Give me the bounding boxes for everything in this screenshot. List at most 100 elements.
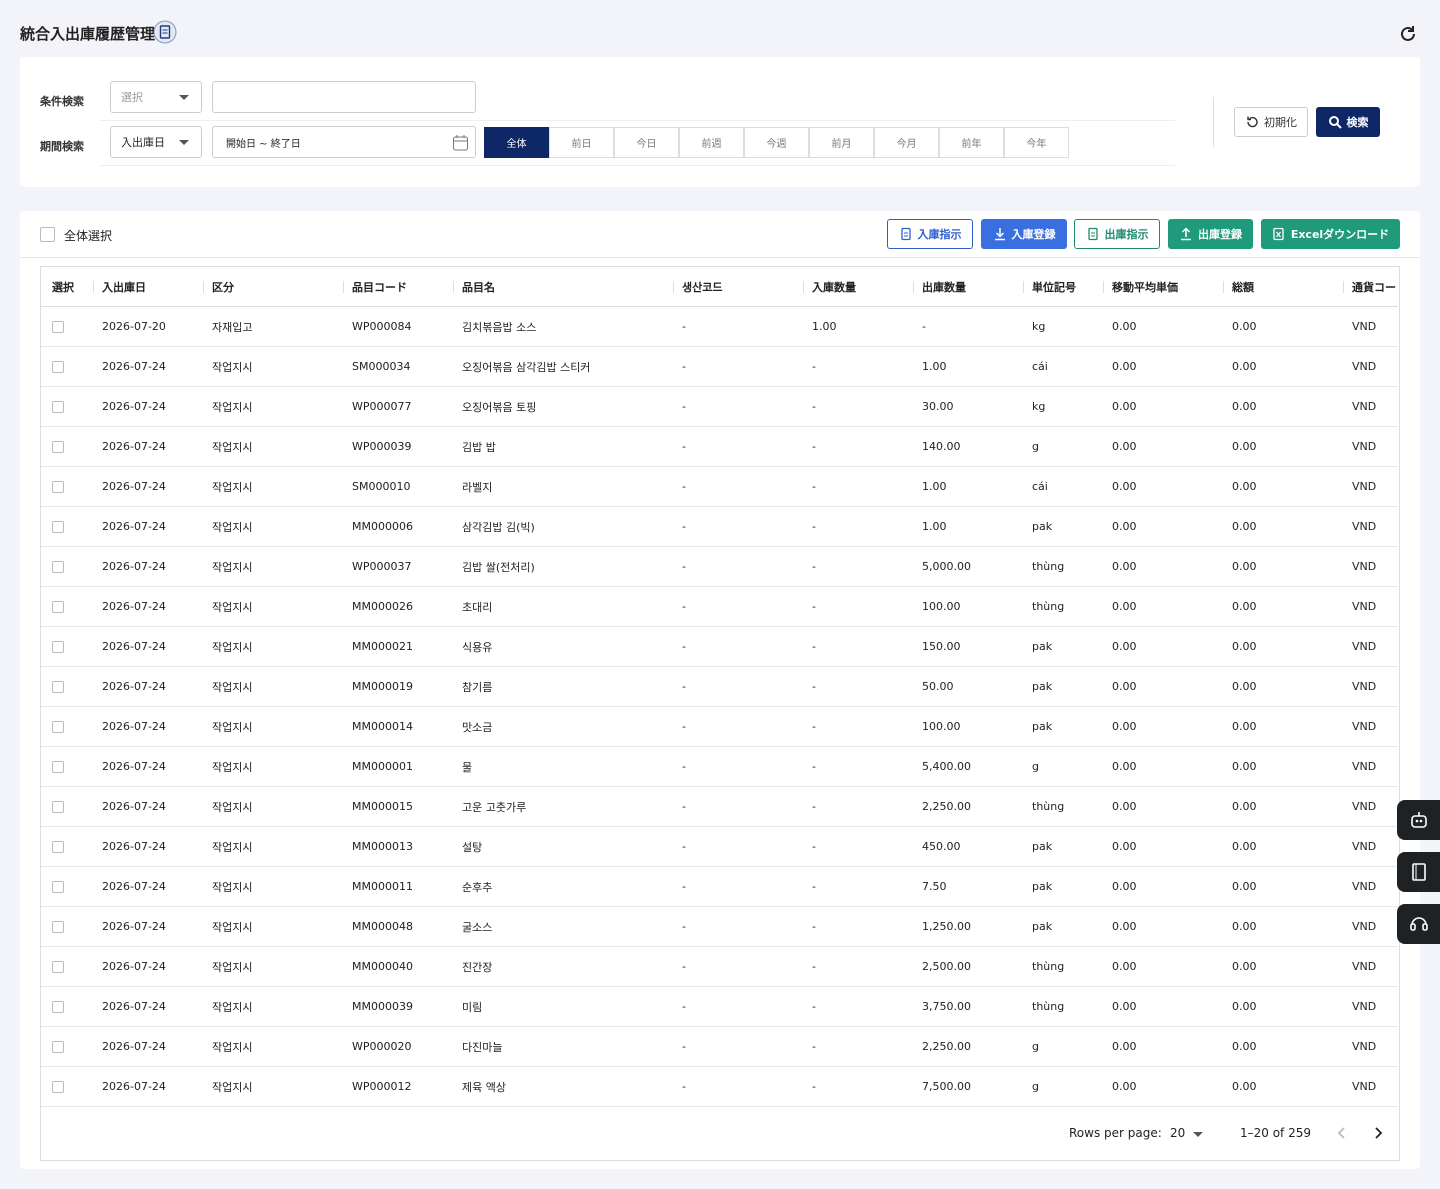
- period-tab[interactable]: 今週: [744, 127, 809, 158]
- refresh-icon[interactable]: [1398, 24, 1418, 44]
- table-cell: 작업지시: [212, 680, 253, 694]
- row-checkbox-cell: [52, 827, 92, 866]
- row-checkbox[interactable]: [52, 1080, 64, 1093]
- table-cell: -: [682, 840, 686, 853]
- period-tab[interactable]: 前日: [549, 127, 614, 158]
- table-cell: SM000010: [352, 480, 411, 493]
- table-cell: MM000026: [352, 600, 413, 613]
- divider: [100, 120, 1175, 121]
- table-cell: cái: [1032, 360, 1048, 373]
- toolbar-button[interactable]: 出庫指示: [1074, 219, 1160, 249]
- support-button[interactable]: [1397, 904, 1440, 944]
- table-cell: 0.00: [1112, 800, 1137, 813]
- table-cell: g: [1032, 440, 1039, 453]
- table-cell: 2026-07-24: [102, 640, 166, 653]
- rows-per-page-label: Rows per page:: [1069, 1126, 1162, 1140]
- table-cell: 150.00: [922, 640, 961, 653]
- column-separator: [343, 281, 344, 293]
- toolbar-button[interactable]: 入庫指示: [887, 219, 973, 249]
- toolbar-button[interactable]: 出庫登録: [1168, 219, 1253, 249]
- select-all-checkbox[interactable]: [40, 227, 55, 242]
- row-checkbox[interactable]: [52, 920, 64, 933]
- reset-icon: [1247, 116, 1258, 128]
- table-cell: thùng: [1032, 800, 1065, 813]
- row-checkbox[interactable]: [52, 480, 64, 493]
- table-cell: MM000048: [352, 920, 413, 933]
- row-checkbox[interactable]: [52, 400, 64, 413]
- table-cell: 0.00: [1232, 920, 1257, 933]
- table-cell: 0.00: [1232, 760, 1257, 773]
- page-title: 統合入出庫履歴管理: [20, 25, 156, 43]
- table-cell: 1.00: [922, 520, 947, 533]
- period-tab[interactable]: 前年: [939, 127, 1004, 158]
- table-cell: 0.00: [1112, 1000, 1137, 1013]
- condition-input[interactable]: [212, 81, 476, 113]
- toolbar-button[interactable]: 入庫登録: [981, 219, 1067, 249]
- row-checkbox-cell: [52, 987, 92, 1026]
- table-cell: 450.00: [922, 840, 961, 853]
- rows-per-page[interactable]: 20: [1170, 1126, 1186, 1140]
- table-cell: MM000039: [352, 1000, 413, 1013]
- row-checkbox[interactable]: [52, 640, 64, 653]
- row-checkbox[interactable]: [52, 880, 64, 893]
- row-checkbox[interactable]: [52, 520, 64, 533]
- table-cell: VND: [1352, 760, 1377, 773]
- filter-panel: [20, 57, 1420, 187]
- date-range[interactable]: 開始日 ~ 終了日: [212, 126, 476, 158]
- prev-page[interactable]: [1335, 1126, 1349, 1140]
- table-cell: 0.00: [1232, 440, 1257, 453]
- period-tab[interactable]: 今日: [614, 127, 679, 158]
- table-cell: 0.00: [1232, 720, 1257, 733]
- period-tab[interactable]: 前月: [809, 127, 874, 158]
- row-checkbox[interactable]: [52, 560, 64, 573]
- period-select[interactable]: 入出庫日: [110, 126, 202, 158]
- table-cell: VND: [1352, 320, 1377, 333]
- condition-select[interactable]: 選択: [110, 81, 202, 113]
- row-checkbox[interactable]: [52, 960, 64, 973]
- row-checkbox-cell: [52, 907, 92, 946]
- chatbot-button[interactable]: [1397, 800, 1440, 840]
- next-page[interactable]: [1371, 1126, 1385, 1140]
- period-tab[interactable]: 前週: [679, 127, 744, 158]
- table-cell: 0.00: [1232, 1000, 1257, 1013]
- row-checkbox[interactable]: [52, 360, 64, 373]
- row-checkbox[interactable]: [52, 1000, 64, 1013]
- table-cell: 0.00: [1112, 680, 1137, 693]
- table-cell: 작업지시: [212, 1000, 253, 1014]
- table-cell: 0.00: [1112, 840, 1137, 853]
- table-cell: 0.00: [1232, 800, 1257, 813]
- doc-icon[interactable]: [153, 20, 177, 44]
- table-cell: 식용유: [462, 640, 493, 654]
- row-checkbox[interactable]: [52, 440, 64, 453]
- table-cell: 2,250.00: [922, 1040, 971, 1053]
- row-checkbox[interactable]: [52, 800, 64, 813]
- table-cell: 맛소금: [462, 720, 493, 734]
- search-button[interactable]: 検索: [1316, 107, 1380, 137]
- reset-button[interactable]: 初期化: [1234, 107, 1308, 137]
- manual-button[interactable]: [1397, 852, 1440, 892]
- table-cell: 0.00: [1112, 1040, 1137, 1053]
- period-tab[interactable]: 今年: [1004, 127, 1069, 158]
- column-header: 単位記号: [1032, 280, 1076, 294]
- table-cell: pak: [1032, 520, 1053, 533]
- table-cell: g: [1032, 1080, 1039, 1093]
- row-checkbox[interactable]: [52, 1040, 64, 1053]
- row-checkbox[interactable]: [52, 600, 64, 613]
- table-cell: WP000077: [352, 400, 412, 413]
- period-tab[interactable]: 全体: [484, 127, 549, 158]
- toolbar-button[interactable]: Excelダウンロード: [1261, 219, 1400, 249]
- table-cell: VND: [1352, 680, 1377, 693]
- row-checkbox[interactable]: [52, 680, 64, 693]
- reset-text: 初期化: [1264, 116, 1297, 129]
- row-checkbox[interactable]: [52, 320, 64, 333]
- table-cell: MM000006: [352, 520, 413, 533]
- row-checkbox[interactable]: [52, 840, 64, 853]
- table-cell: 2026-07-24: [102, 480, 166, 493]
- table-row: 2026-07-24 작업지시 WP000012 제육 액상 - - 7,500.00 g 0.…: [41, 1067, 1398, 1107]
- period-tab[interactable]: 今月: [874, 127, 939, 158]
- row-checkbox[interactable]: [52, 720, 64, 733]
- row-checkbox[interactable]: [52, 760, 64, 773]
- column-separator: [1223, 281, 1224, 293]
